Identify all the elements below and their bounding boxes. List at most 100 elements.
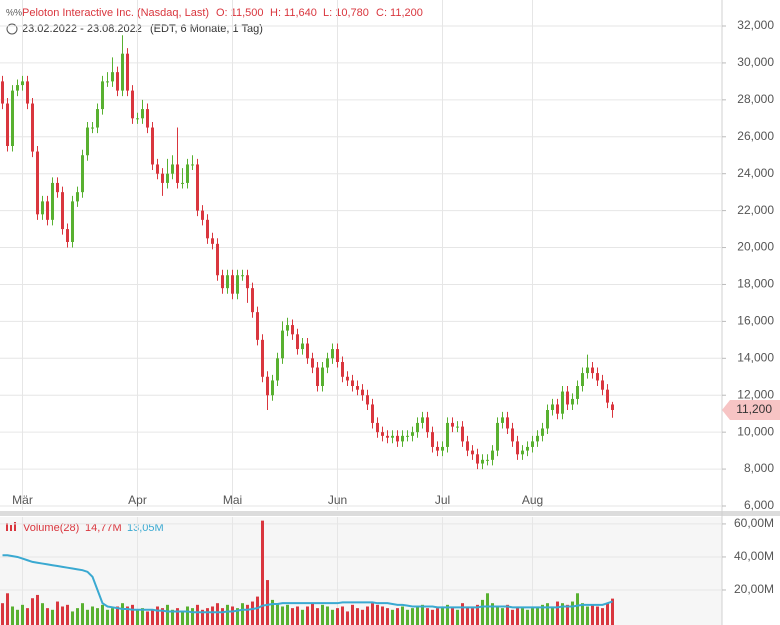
candle-body	[576, 386, 579, 399]
candle-body	[246, 275, 249, 289]
candle-body	[571, 398, 574, 405]
volume-bar	[581, 603, 584, 625]
volume-bar	[56, 601, 59, 625]
volume-bar	[1, 603, 4, 625]
volume-bar	[111, 608, 114, 625]
volume-bar	[486, 593, 489, 625]
candle-body	[61, 192, 64, 230]
candle-body	[141, 109, 144, 119]
volume-bar	[541, 604, 544, 625]
candle-body	[601, 380, 604, 390]
candle-body	[476, 454, 479, 464]
volume-bar	[171, 609, 174, 625]
volume-bar	[26, 608, 29, 625]
volume-bar	[506, 604, 509, 625]
volume-title: Volume(28)	[23, 522, 79, 534]
candle-body	[551, 404, 554, 410]
candle-body	[396, 435, 399, 442]
volume-bar	[86, 609, 89, 625]
y-tick-label: 20,000	[737, 240, 774, 254]
last-price-tag	[722, 400, 780, 420]
volume-bar	[561, 603, 564, 625]
volume-bar	[526, 609, 529, 625]
candle-body	[146, 109, 149, 128]
candle-body	[261, 339, 264, 377]
candle-body	[466, 441, 469, 451]
candle-body	[126, 53, 129, 91]
candle-body	[151, 127, 154, 165]
volume-bar	[366, 606, 369, 625]
volume-bar	[41, 603, 44, 625]
volume-bar	[226, 604, 229, 625]
volume-bar	[551, 606, 554, 625]
candle-body	[106, 81, 109, 83]
y-tick-label: 22,000	[737, 203, 774, 217]
candle-body	[591, 367, 594, 374]
header: %% Peloton Interactive Inc. (Nasdaq, Las…	[6, 7, 423, 534]
candle-body	[186, 164, 189, 183]
volume-bar	[446, 604, 449, 625]
candle-body	[111, 72, 114, 82]
x-tick-label: Apr	[128, 493, 147, 507]
candle-body	[231, 275, 234, 294]
candle-body	[206, 219, 209, 239]
volume-bar	[146, 611, 149, 625]
volume-bar	[386, 608, 389, 625]
candle-body	[331, 349, 334, 359]
volume-bar	[101, 604, 104, 625]
y-tick-label: 6,000	[744, 498, 774, 512]
candle-body	[406, 435, 409, 437]
candle-body	[341, 362, 344, 377]
candle-body	[166, 173, 169, 183]
candle-body	[541, 428, 544, 436]
volume-bar	[76, 608, 79, 625]
candle-body	[411, 432, 414, 436]
candle-body	[491, 450, 494, 460]
volume-bar	[301, 609, 304, 625]
volume-bar	[231, 606, 234, 625]
candle-body	[356, 386, 359, 390]
volume-bar	[396, 608, 399, 625]
candle-body	[171, 164, 174, 174]
candle-body	[311, 358, 314, 368]
info-open: O: 11,500	[216, 7, 264, 19]
candle-body	[6, 103, 9, 146]
candle-body	[191, 164, 194, 166]
volume-bar	[16, 609, 19, 625]
candle-body	[201, 210, 204, 220]
volume-bar	[66, 604, 69, 625]
volume-bar	[416, 606, 419, 625]
candle-body	[416, 422, 419, 433]
candle-body	[426, 417, 429, 433]
volume-bar	[191, 608, 194, 625]
volume-bar	[261, 520, 264, 625]
volume-bar	[341, 606, 344, 625]
volume-bar	[521, 608, 524, 625]
volume-bar	[516, 606, 519, 625]
candle-body	[581, 373, 584, 386]
candle-body	[91, 127, 94, 129]
volume-bar	[221, 608, 224, 625]
candle-body	[216, 243, 219, 276]
candle-body	[51, 182, 54, 220]
candle-body	[36, 151, 39, 215]
volume-bar	[356, 608, 359, 625]
volume-bar	[96, 608, 99, 625]
legend-label: 13,05M	[127, 522, 164, 534]
volume-bar	[106, 609, 109, 625]
volume-bar	[11, 606, 14, 625]
candle-body	[71, 201, 74, 242]
volume-bar	[531, 608, 534, 625]
candle-body	[521, 450, 524, 455]
y-tick-label: 24,000	[737, 166, 774, 180]
volume-bar	[331, 609, 334, 625]
candle-body	[421, 417, 424, 423]
volume-bar	[36, 594, 39, 625]
y-tick-label: 28,000	[737, 92, 774, 106]
candle-body	[316, 367, 319, 386]
candle-body	[431, 432, 434, 447]
volume-bar	[566, 604, 569, 625]
volume-bar	[371, 603, 374, 625]
candle-body	[456, 426, 459, 428]
